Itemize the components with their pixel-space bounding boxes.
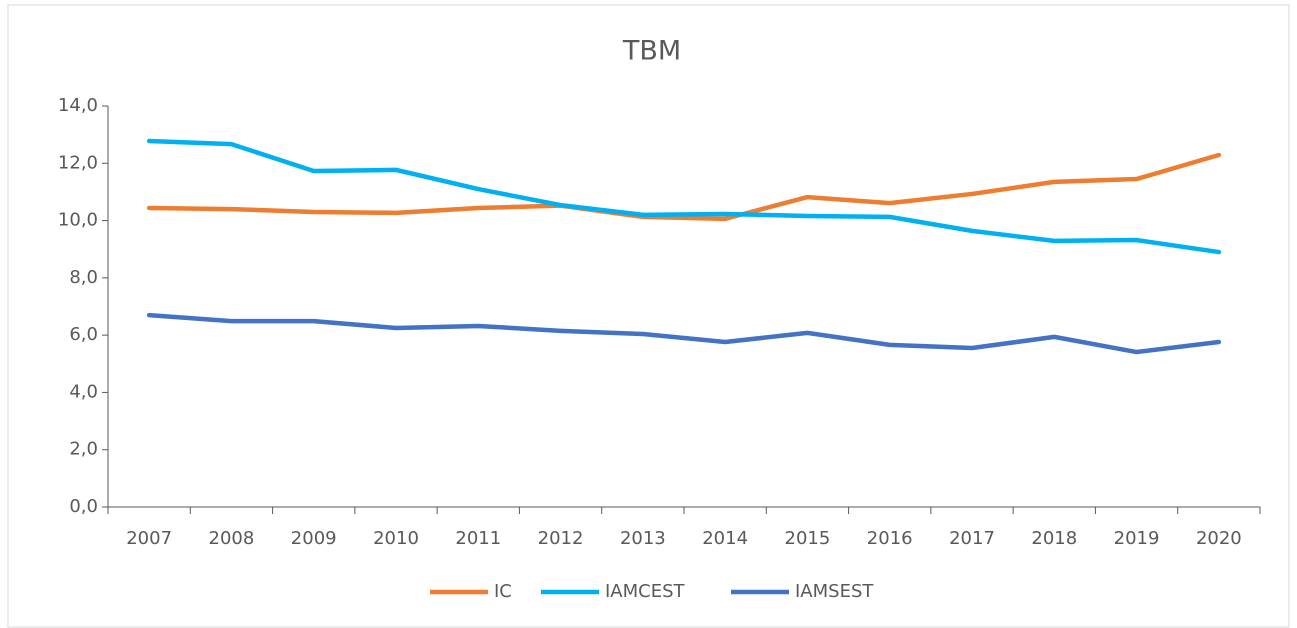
legend-label: IAMSEST: [795, 581, 874, 602]
x-tick-label: 2014: [702, 528, 748, 549]
x-tick-label: 2009: [291, 528, 337, 549]
chart-border: [7, 4, 1290, 628]
y-tick-label: 14,0: [58, 95, 98, 116]
x-tick-label: 2007: [126, 528, 172, 549]
x-tick-label: 2019: [1114, 528, 1160, 549]
series-line: [146, 312, 1222, 355]
x-tick-label: 2018: [1031, 528, 1077, 549]
y-tick-label: 4,0: [69, 381, 98, 402]
legend-label: IC: [494, 581, 512, 602]
y-tick-label: 10,0: [58, 210, 98, 231]
y-tick-label: 12,0: [58, 152, 98, 173]
x-tick-label: 2010: [373, 528, 419, 549]
series-line: [146, 152, 1222, 222]
x-tick-label: 2013: [620, 528, 666, 549]
x-tick-label: 2017: [949, 528, 995, 549]
y-tick-label: 8,0: [69, 267, 98, 288]
x-tick-label: 2008: [209, 528, 255, 549]
series-line: [146, 138, 1222, 255]
x-tick-label: 2015: [785, 528, 831, 549]
y-tick-label: 6,0: [69, 324, 98, 345]
y-tick-label: 2,0: [69, 439, 98, 460]
x-tick-label: 2011: [455, 528, 501, 549]
legend-label: IAMCEST: [605, 581, 686, 602]
x-tick-label: 2020: [1196, 528, 1242, 549]
x-tick-label: 2012: [538, 528, 584, 549]
y-tick-label: 0,0: [69, 496, 98, 517]
chart-title: TBM: [622, 36, 681, 67]
x-tick-label: 2016: [867, 528, 913, 549]
